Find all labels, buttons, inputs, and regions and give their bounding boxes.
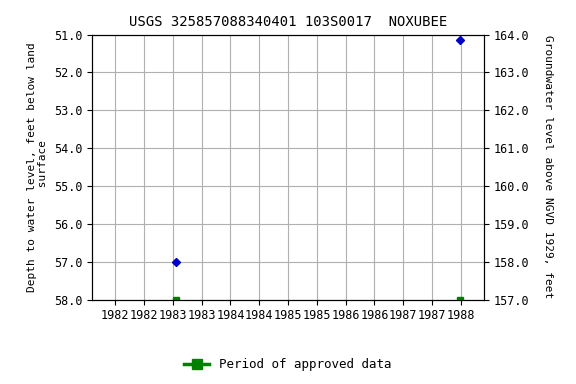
Y-axis label: Depth to water level, feet below land
 surface: Depth to water level, feet below land su…	[26, 42, 48, 292]
Title: USGS 325857088340401 103S0017  NOXUBEE: USGS 325857088340401 103S0017 NOXUBEE	[129, 15, 447, 29]
Legend: Period of approved data: Period of approved data	[179, 353, 397, 376]
Y-axis label: Groundwater level above NGVD 1929, feet: Groundwater level above NGVD 1929, feet	[543, 35, 553, 299]
